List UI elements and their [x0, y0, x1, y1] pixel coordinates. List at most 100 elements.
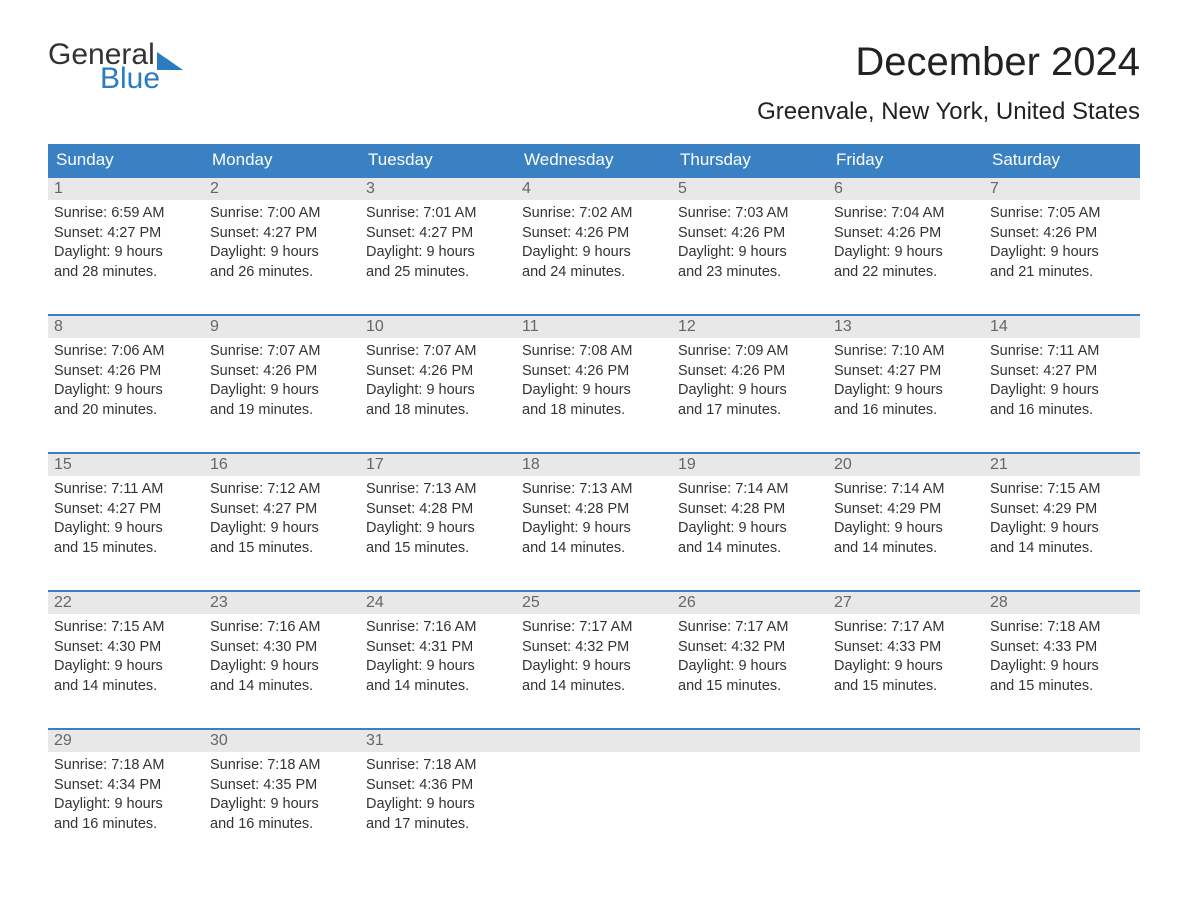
calendar-header-cell: Monday [204, 144, 360, 176]
daylight-line-1: Daylight: 9 hours [834, 657, 978, 677]
day-body: Sunrise: 7:18 AMSunset: 4:34 PMDaylight:… [48, 752, 204, 840]
day-number: 28 [984, 592, 1140, 614]
daylight-line-2: and 18 minutes. [366, 401, 510, 421]
calendar-day: 25Sunrise: 7:17 AMSunset: 4:32 PMDayligh… [516, 592, 672, 710]
calendar-day: 23 Sunrise: 7:16 AMSunset: 4:30 PMDayligh… [204, 592, 360, 710]
sunset-line: Sunset: 4:28 PM [678, 500, 822, 520]
calendar-day: . [516, 730, 672, 848]
daylight-line-1: Daylight: 9 hours [54, 795, 198, 815]
daylight-line-2: and 22 minutes. [834, 263, 978, 283]
calendar-day: 1Sunrise: 6:59 AMSunset: 4:27 PMDaylight… [48, 178, 204, 296]
daylight-line-2: and 14 minutes. [834, 539, 978, 559]
daylight-line-1: Daylight: 9 hours [366, 243, 510, 263]
daylight-line-1: Daylight: 9 hours [990, 243, 1134, 263]
daylight-line-2: and 28 minutes. [54, 263, 198, 283]
calendar-day: 9Sunrise: 7:07 AMSunset: 4:26 PMDaylight… [204, 316, 360, 434]
day-number: 1 [48, 178, 204, 200]
day-body: Sunrise: 7:15 AMSunset: 4:29 PMDaylight:… [984, 476, 1140, 564]
day-body: Sunrise: 7:01 AMSunset: 4:27 PMDaylight:… [360, 200, 516, 288]
calendar-day: 8Sunrise: 7:06 AMSunset: 4:26 PMDaylight… [48, 316, 204, 434]
daylight-line-2: and 17 minutes. [366, 815, 510, 835]
sunrise-line: Sunrise: 7:17 AM [834, 618, 978, 638]
day-body: Sunrise: 7:09 AMSunset: 4:26 PMDaylight:… [672, 338, 828, 426]
daylight-line-1: Daylight: 9 hours [54, 519, 198, 539]
sunset-line: Sunset: 4:26 PM [366, 362, 510, 382]
sunset-line: Sunset: 4:28 PM [522, 500, 666, 520]
sunset-line: Sunset: 4:27 PM [210, 500, 354, 520]
sunset-line: Sunset: 4:26 PM [210, 362, 354, 382]
day-number: 27 [828, 592, 984, 614]
sunrise-line: Sunrise: 7:16 AM [210, 618, 354, 638]
daylight-line-1: Daylight: 9 hours [210, 657, 354, 677]
day-body: Sunrise: 7:00 AMSunset: 4:27 PMDaylight:… [204, 200, 360, 288]
day-body: Sunrise: 7:05 AMSunset: 4:26 PMDaylight:… [984, 200, 1140, 288]
sunrise-line: Sunrise: 7:09 AM [678, 342, 822, 362]
day-number: 12 [672, 316, 828, 338]
day-body: Sunrise: 7:17 AMSunset: 4:33 PMDaylight:… [828, 614, 984, 702]
day-number: 16 [204, 454, 360, 476]
day-number: 22 [48, 592, 204, 614]
day-number: 23 [204, 592, 360, 614]
calendar-day: 7Sunrise: 7:05 AMSunset: 4:26 PMDaylight… [984, 178, 1140, 296]
day-number: 25 [516, 592, 672, 614]
day-number: 29 [48, 730, 204, 752]
sunrise-line: Sunrise: 7:17 AM [678, 618, 822, 638]
daylight-line-2: and 25 minutes. [366, 263, 510, 283]
daylight-line-1: Daylight: 9 hours [522, 243, 666, 263]
daylight-line-2: and 20 minutes. [54, 401, 198, 421]
day-number: 18 [516, 454, 672, 476]
calendar-day: 4Sunrise: 7:02 AMSunset: 4:26 PMDaylight… [516, 178, 672, 296]
sunrise-line: Sunrise: 7:14 AM [834, 480, 978, 500]
daylight-line-1: Daylight: 9 hours [678, 657, 822, 677]
calendar-day: 13Sunrise: 7:10 AMSunset: 4:27 PMDayligh… [828, 316, 984, 434]
day-number: . [828, 730, 984, 752]
sunrise-line: Sunrise: 7:04 AM [834, 204, 978, 224]
calendar-week: 22Sunrise: 7:15 AMSunset: 4:30 PMDayligh… [48, 590, 1140, 710]
calendar-day: 22Sunrise: 7:15 AMSunset: 4:30 PMDayligh… [48, 592, 204, 710]
sunset-line: Sunset: 4:27 PM [834, 362, 978, 382]
sunrise-line: Sunrise: 7:06 AM [54, 342, 198, 362]
sunset-line: Sunset: 4:26 PM [522, 362, 666, 382]
day-number: . [984, 730, 1140, 752]
day-body: Sunrise: 7:17 AMSunset: 4:32 PMDaylight:… [516, 614, 672, 702]
sunset-line: Sunset: 4:27 PM [990, 362, 1134, 382]
daylight-line-2: and 16 minutes. [834, 401, 978, 421]
day-number: 8 [48, 316, 204, 338]
calendar-day: 28Sunrise: 7:18 AMSunset: 4:33 PMDayligh… [984, 592, 1140, 710]
sunrise-line: Sunrise: 7:16 AM [366, 618, 510, 638]
calendar-day: 27Sunrise: 7:17 AMSunset: 4:33 PMDayligh… [828, 592, 984, 710]
calendar-day: 6Sunrise: 7:04 AMSunset: 4:26 PMDaylight… [828, 178, 984, 296]
daylight-line-1: Daylight: 9 hours [366, 657, 510, 677]
daylight-line-2: and 15 minutes. [210, 539, 354, 559]
calendar-header-cell: Friday [828, 144, 984, 176]
daylight-line-2: and 23 minutes. [678, 263, 822, 283]
daylight-line-2: and 16 minutes. [210, 815, 354, 835]
daylight-line-1: Daylight: 9 hours [210, 519, 354, 539]
sunrise-line: Sunrise: 7:11 AM [54, 480, 198, 500]
sunrise-line: Sunrise: 7:18 AM [54, 756, 198, 776]
sunset-line: Sunset: 4:30 PM [210, 638, 354, 658]
daylight-line-1: Daylight: 9 hours [678, 519, 822, 539]
calendar-day: 14Sunrise: 7:11 AMSunset: 4:27 PMDayligh… [984, 316, 1140, 434]
daylight-line-2: and 21 minutes. [990, 263, 1134, 283]
sunrise-line: Sunrise: 7:08 AM [522, 342, 666, 362]
sunset-line: Sunset: 4:27 PM [54, 224, 198, 244]
day-body: Sunrise: 7:17 AMSunset: 4:32 PMDaylight:… [672, 614, 828, 702]
daylight-line-2: and 14 minutes. [522, 539, 666, 559]
day-number: 20 [828, 454, 984, 476]
calendar-day: 29Sunrise: 7:18 AMSunset: 4:34 PMDayligh… [48, 730, 204, 848]
sunset-line: Sunset: 4:26 PM [678, 224, 822, 244]
daylight-line-2: and 15 minutes. [834, 677, 978, 697]
daylight-line-2: and 14 minutes. [54, 677, 198, 697]
sunset-line: Sunset: 4:29 PM [834, 500, 978, 520]
sunset-line: Sunset: 4:26 PM [678, 362, 822, 382]
page-title: December 2024 [855, 40, 1140, 85]
day-body: Sunrise: 7:15 AMSunset: 4:30 PMDaylight:… [48, 614, 204, 702]
calendar-day: . [828, 730, 984, 848]
calendar-day: 30Sunrise: 7:18 AMSunset: 4:35 PMDayligh… [204, 730, 360, 848]
day-body: Sunrise: 7:11 AMSunset: 4:27 PMDaylight:… [48, 476, 204, 564]
calendar-day: 21Sunrise: 7:15 AMSunset: 4:29 PMDayligh… [984, 454, 1140, 572]
daylight-line-1: Daylight: 9 hours [834, 519, 978, 539]
calendar-day: 18Sunrise: 7:13 AMSunset: 4:28 PMDayligh… [516, 454, 672, 572]
daylight-line-1: Daylight: 9 hours [522, 519, 666, 539]
